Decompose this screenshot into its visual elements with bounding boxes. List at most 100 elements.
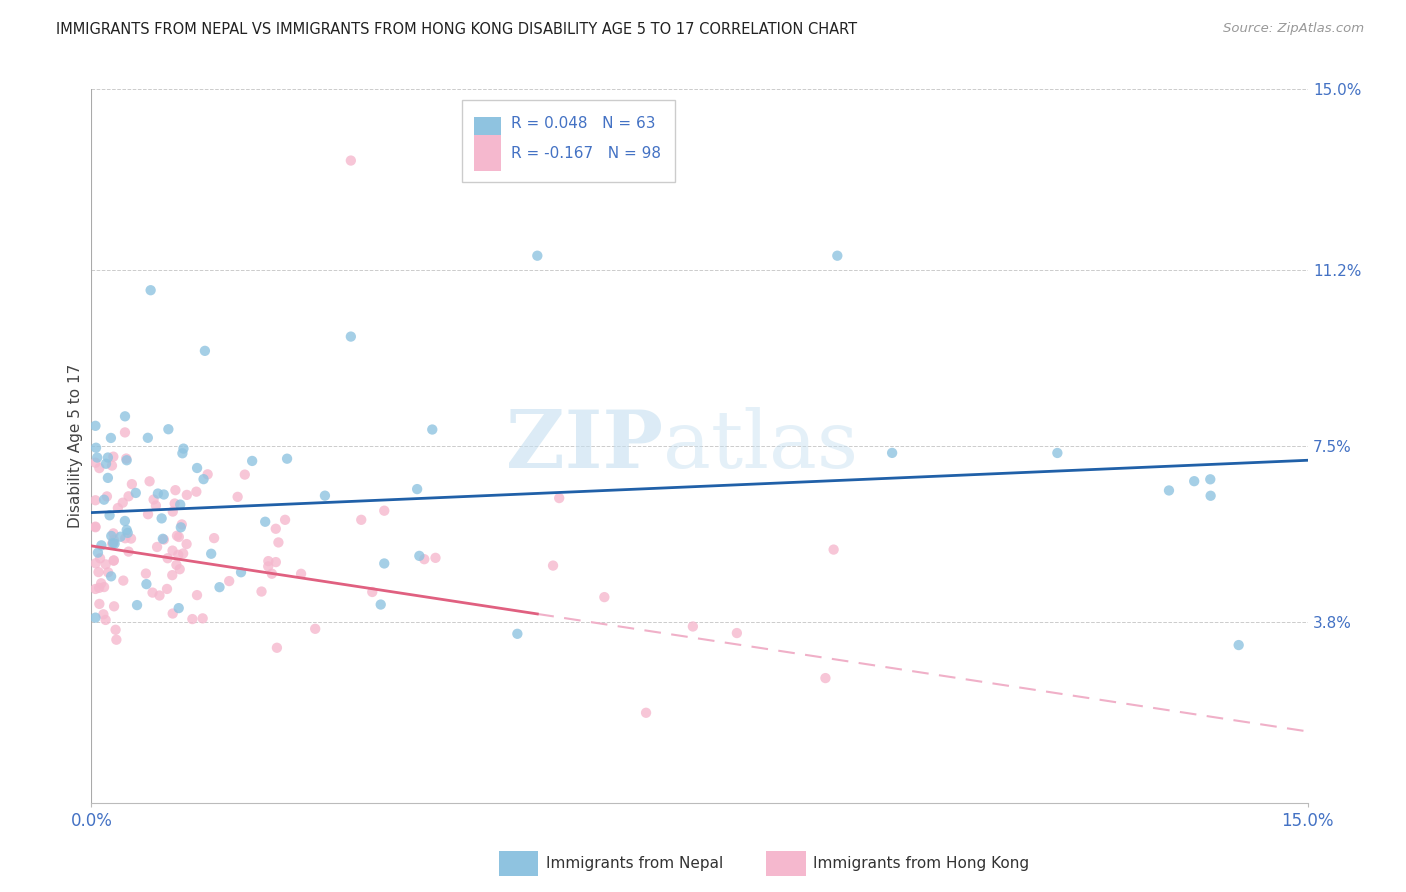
- Bar: [474, 135, 502, 171]
- Point: [87, 581, 110, 595]
- Point: [176, 537, 198, 551]
- Point: [250, 584, 273, 599]
- Point: [172, 546, 194, 560]
- Point: [1199, 489, 1222, 503]
- Point: [186, 588, 208, 602]
- Point: [264, 555, 287, 569]
- Point: [101, 536, 124, 550]
- Point: [139, 283, 162, 297]
- Point: [114, 514, 136, 528]
- Point: [823, 542, 845, 557]
- Point: [1227, 638, 1250, 652]
- Point: [264, 522, 287, 536]
- Point: [340, 153, 363, 168]
- Point: [152, 487, 174, 501]
- Point: [103, 554, 125, 568]
- Point: [314, 489, 336, 503]
- Point: [110, 530, 132, 544]
- Point: [98, 508, 121, 523]
- Point: [170, 520, 193, 534]
- Point: [181, 612, 204, 626]
- Text: atlas: atlas: [664, 407, 858, 485]
- Point: [266, 640, 288, 655]
- Text: ZIP: ZIP: [506, 407, 664, 485]
- Point: [682, 619, 704, 633]
- Text: Immigrants from Hong Kong: Immigrants from Hong Kong: [813, 856, 1029, 871]
- Point: [229, 566, 252, 580]
- Point: [191, 611, 214, 625]
- Point: [150, 511, 173, 525]
- Point: [148, 589, 170, 603]
- Point: [226, 490, 249, 504]
- Point: [169, 562, 191, 576]
- Point: [87, 565, 110, 579]
- Point: [156, 551, 179, 566]
- Point: [526, 249, 548, 263]
- Point: [186, 461, 208, 475]
- Point: [101, 537, 124, 551]
- Point: [103, 553, 125, 567]
- Point: [350, 513, 373, 527]
- Text: Source: ZipAtlas.com: Source: ZipAtlas.com: [1223, 22, 1364, 36]
- Point: [93, 492, 115, 507]
- Point: [162, 543, 184, 558]
- Point: [162, 505, 184, 519]
- Point: [827, 249, 849, 263]
- Text: R = 0.048   N = 63: R = 0.048 N = 63: [510, 116, 655, 131]
- Point: [233, 467, 256, 482]
- Point: [1157, 483, 1180, 498]
- Point: [135, 566, 157, 581]
- Point: [172, 446, 194, 460]
- Point: [163, 496, 186, 510]
- Point: [104, 623, 127, 637]
- Point: [425, 550, 447, 565]
- Point: [186, 484, 208, 499]
- Point: [100, 431, 122, 445]
- Point: [157, 422, 180, 436]
- Point: [87, 546, 110, 560]
- Point: [114, 425, 136, 440]
- Point: [194, 343, 217, 358]
- Point: [814, 671, 837, 685]
- Point: [90, 538, 112, 552]
- Point: [169, 498, 191, 512]
- Point: [152, 532, 174, 546]
- Point: [162, 607, 184, 621]
- Point: [373, 557, 395, 571]
- Point: [257, 559, 280, 574]
- Text: IMMIGRANTS FROM NEPAL VS IMMIGRANTS FROM HONG KONG DISABILITY AGE 5 TO 17 CORREL: IMMIGRANTS FROM NEPAL VS IMMIGRANTS FROM…: [56, 22, 858, 37]
- Point: [167, 601, 190, 615]
- Point: [257, 554, 280, 568]
- Point: [84, 557, 107, 571]
- Point: [121, 477, 143, 491]
- Point: [112, 574, 135, 588]
- Point: [84, 582, 107, 596]
- Point: [136, 431, 159, 445]
- Point: [115, 523, 138, 537]
- Point: [176, 488, 198, 502]
- Point: [165, 483, 187, 498]
- Point: [146, 540, 169, 554]
- Point: [125, 486, 148, 500]
- Point: [636, 706, 658, 720]
- Point: [100, 569, 122, 583]
- Point: [276, 451, 298, 466]
- Point: [84, 610, 107, 624]
- Point: [413, 552, 436, 566]
- Point: [103, 533, 125, 547]
- Point: [111, 496, 134, 510]
- Point: [172, 442, 194, 456]
- Point: [156, 582, 179, 596]
- Point: [420, 423, 443, 437]
- Point: [167, 530, 190, 544]
- Point: [290, 566, 312, 581]
- Point: [142, 492, 165, 507]
- Point: [408, 549, 430, 563]
- Point: [170, 517, 193, 532]
- Point: [274, 513, 297, 527]
- Point: [103, 526, 125, 541]
- Y-axis label: Disability Age 5 to 17: Disability Age 5 to 17: [67, 364, 83, 528]
- Point: [90, 576, 112, 591]
- Text: Immigrants from Nepal: Immigrants from Nepal: [546, 856, 723, 871]
- Point: [373, 504, 395, 518]
